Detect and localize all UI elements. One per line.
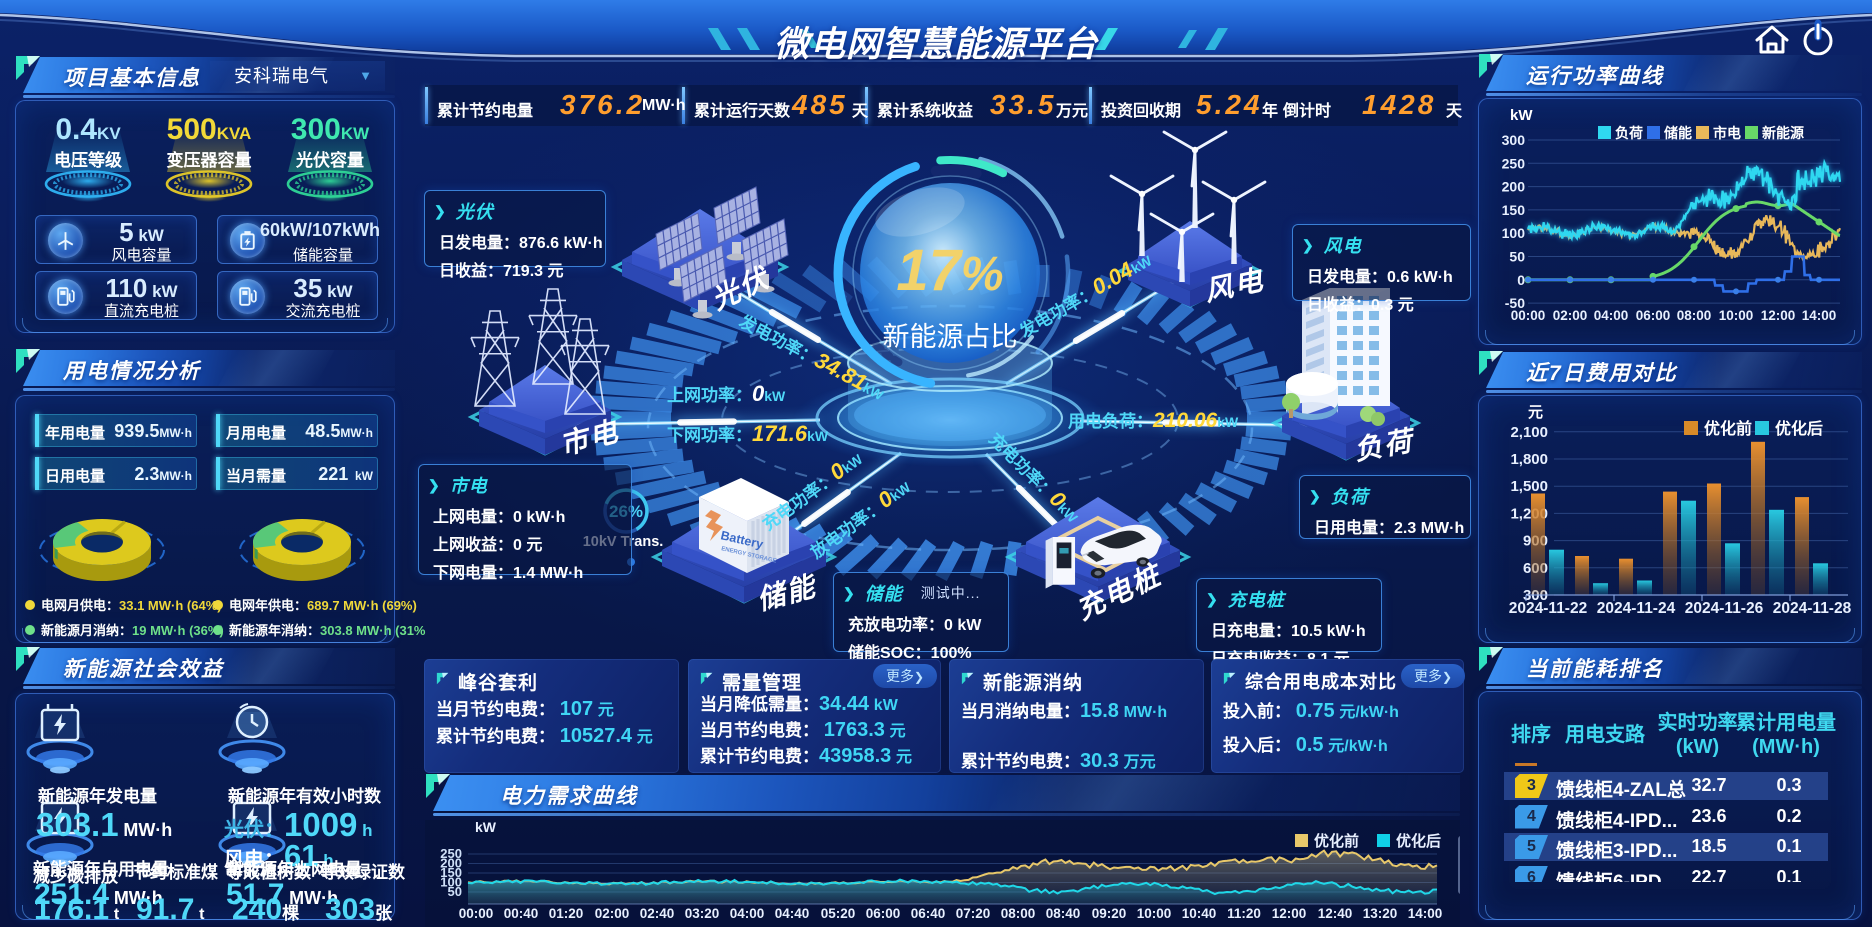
svg-text:2024-11-28: 2024-11-28 [1773,600,1852,617]
svg-text:06:00: 06:00 [1636,308,1671,323]
svg-text:14:00: 14:00 [1802,308,1837,323]
svg-text:250: 250 [1502,155,1526,171]
svg-text:元: 元 [1528,404,1543,421]
svg-text:10:00: 10:00 [1719,308,1754,323]
svg-text:优化后: 优化后 [1775,419,1823,438]
svg-text:下网功率：171.6kW: 下网功率：171.6kW [667,421,829,446]
svg-text:02:00: 02:00 [1553,308,1588,323]
svg-text:12:00: 12:00 [1272,906,1307,921]
svg-text:02:00: 02:00 [595,906,630,921]
svg-text:04:00: 04:00 [1594,308,1629,323]
svg-text:2,100: 2,100 [1510,424,1548,441]
svg-text:10:00: 10:00 [1137,906,1172,921]
svg-text:02:40: 02:40 [640,906,675,921]
svg-text:市电: 市电 [1713,125,1741,141]
svg-text:08:00: 08:00 [1001,906,1036,921]
svg-text:负荷: 负荷 [1615,125,1643,141]
svg-text:17%: 17% [896,238,1003,303]
svg-text:04:00: 04:00 [730,906,765,921]
svg-text:200: 200 [440,856,462,871]
svg-text:05:20: 05:20 [821,906,856,921]
svg-text:储能: 储能 [1663,125,1692,141]
svg-text:06:00: 06:00 [866,906,901,921]
svg-text:14:00: 14:00 [1408,906,1443,921]
svg-text:10:40: 10:40 [1182,906,1217,921]
svg-text:2024-11-24: 2024-11-24 [1597,600,1676,617]
svg-text:11:20: 11:20 [1227,906,1261,921]
svg-text:200: 200 [1502,179,1526,195]
svg-text:优化前: 优化前 [1314,832,1359,850]
svg-text:100: 100 [440,875,462,890]
svg-text:150: 150 [440,865,462,880]
svg-text:250: 250 [440,846,462,861]
svg-text:01:20: 01:20 [549,906,584,921]
svg-text:03:20: 03:20 [685,906,720,921]
svg-text:08:40: 08:40 [1046,906,1081,921]
svg-text:kW: kW [475,820,497,835]
svg-text:kW: kW [1510,107,1533,124]
svg-text:12:40: 12:40 [1318,906,1353,921]
svg-text:04:40: 04:40 [775,906,810,921]
svg-text:用电负荷：210.06kW: 用电负荷：210.06kW [1068,409,1239,432]
svg-text:06:40: 06:40 [911,906,946,921]
svg-text:-50: -50 [1505,295,1525,311]
svg-text:07:20: 07:20 [956,906,991,921]
svg-text:09:20: 09:20 [1092,906,1127,921]
svg-text:50: 50 [1509,249,1525,265]
svg-text:2024-11-22: 2024-11-22 [1509,600,1587,617]
svg-text:150: 150 [1502,202,1526,218]
svg-text:1,500: 1,500 [1510,478,1548,495]
svg-text:100: 100 [1502,225,1526,241]
svg-text:1,800: 1,800 [1510,451,1548,468]
svg-text:优化前: 优化前 [1704,419,1752,438]
svg-text:新能源: 新能源 [1762,125,1804,141]
svg-text:00:00: 00:00 [1511,308,1546,323]
svg-text:00:40: 00:40 [504,906,539,921]
svg-text:300: 300 [1502,132,1526,148]
svg-text:13:20: 13:20 [1363,906,1398,921]
svg-text:0: 0 [1517,272,1525,288]
svg-text:新能源占比: 新能源占比 [883,322,1018,352]
svg-text:上网功率：0kW: 上网功率：0kW [667,381,786,406]
svg-text:2024-11-26: 2024-11-26 [1685,600,1764,617]
svg-text:08:00: 08:00 [1677,308,1712,323]
svg-text:优化后: 优化后 [1396,832,1441,850]
svg-text:50: 50 [448,884,462,899]
svg-text:00:00: 00:00 [459,906,494,921]
svg-text:12:00: 12:00 [1761,308,1796,323]
